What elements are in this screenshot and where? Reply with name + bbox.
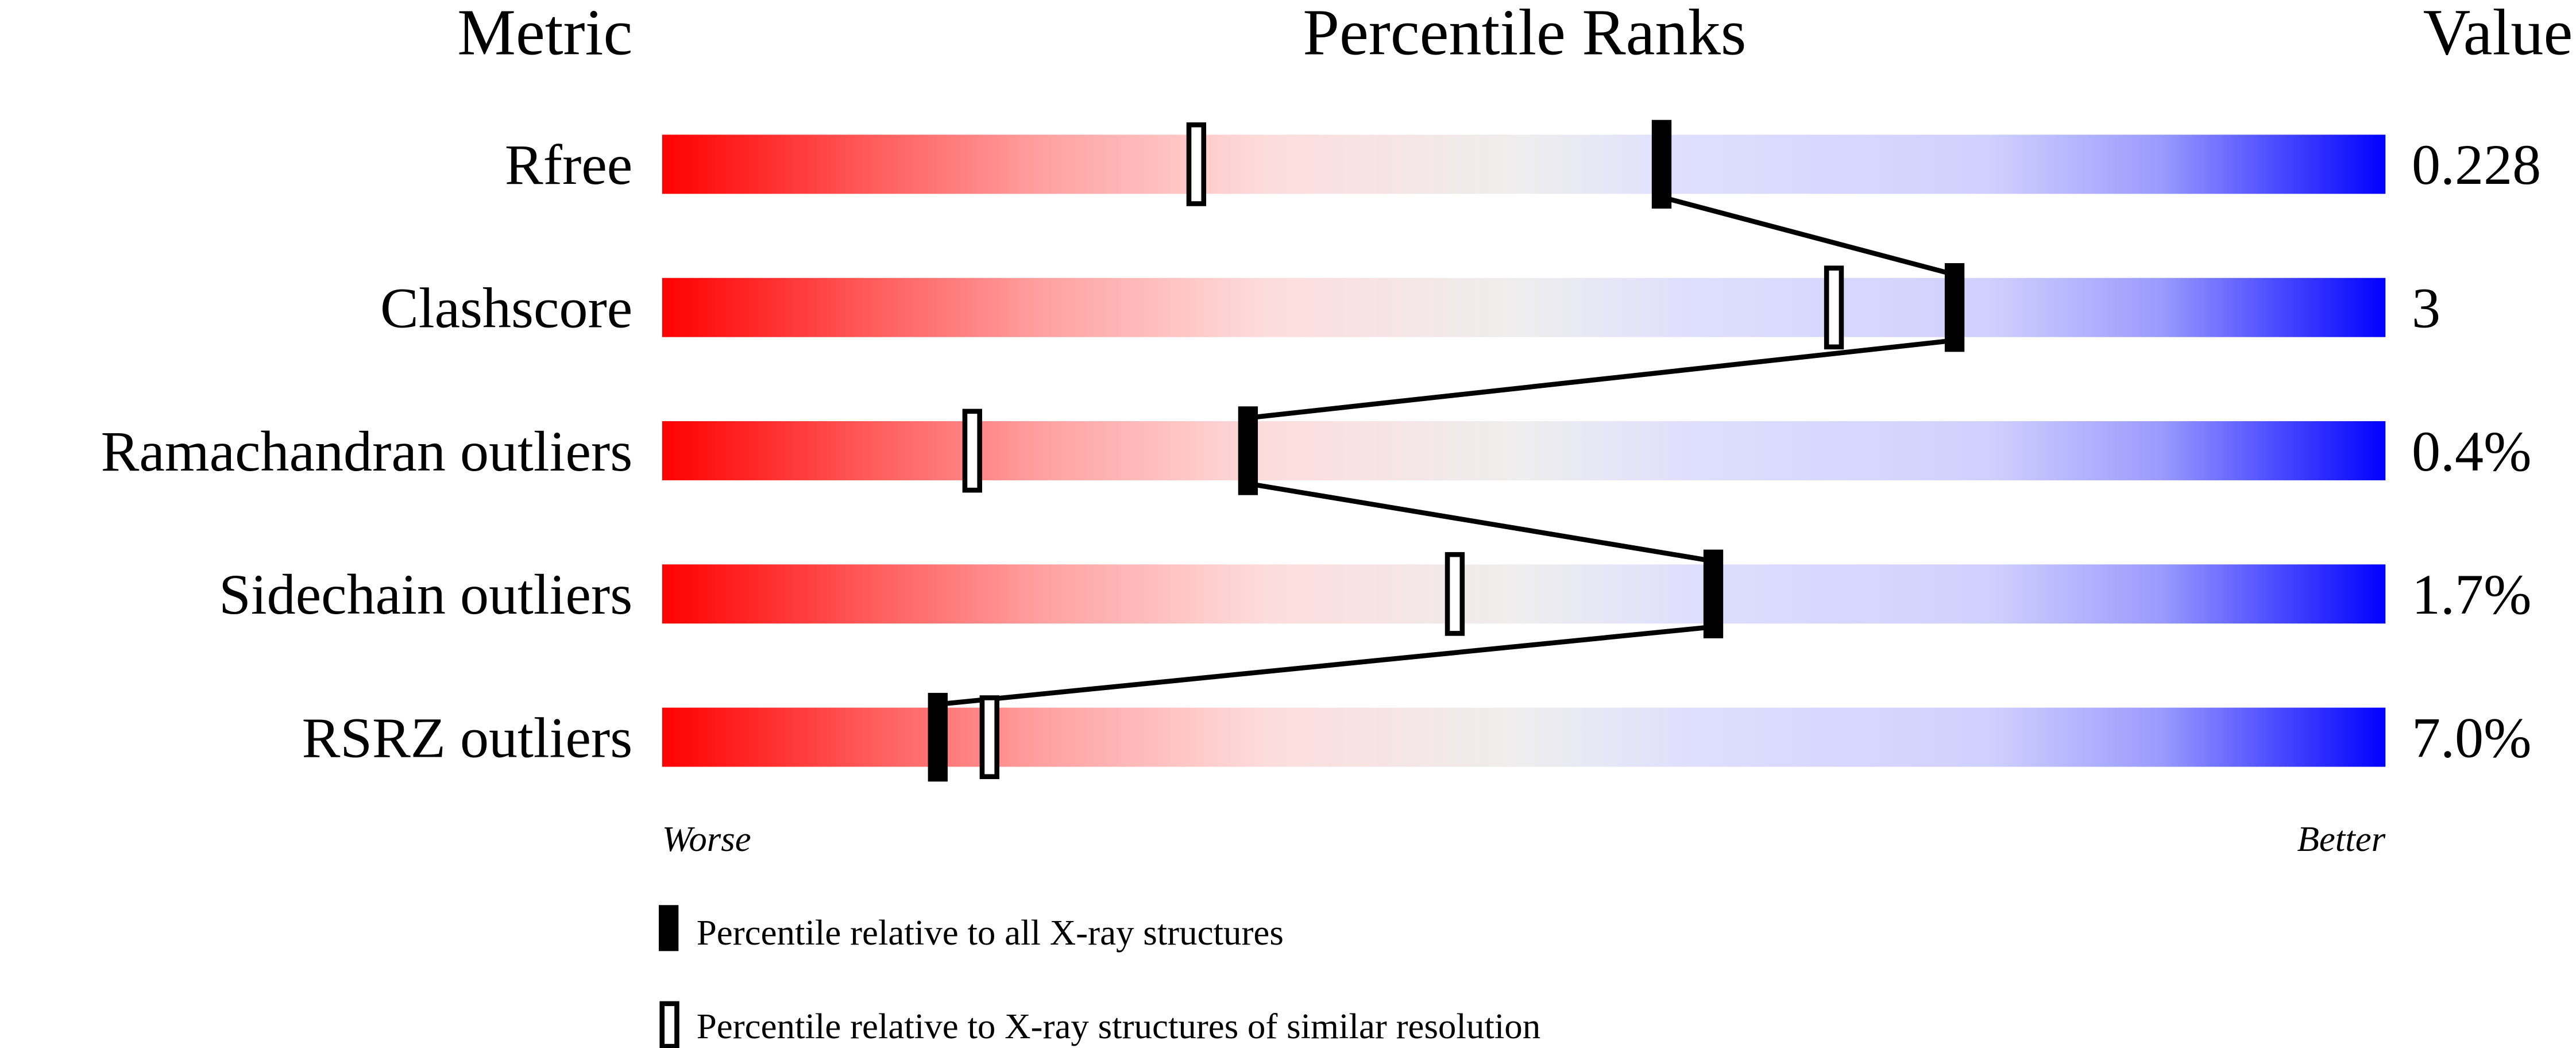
percentile-bar bbox=[662, 421, 2386, 480]
similar-resolution-marker bbox=[962, 409, 982, 493]
metric-value: 0.228 bbox=[2412, 133, 2541, 196]
metric-label: RSRZ outliers bbox=[302, 706, 633, 769]
metric-value: 1.7% bbox=[2412, 562, 2532, 626]
similar-resolution-marker bbox=[979, 695, 999, 779]
value-header: Value bbox=[2423, 0, 2573, 68]
metric-value: 7.0% bbox=[2412, 706, 2532, 769]
all-structures-marker bbox=[1238, 406, 1258, 495]
similar-resolution-marker bbox=[1186, 122, 1207, 206]
metric-header: Metric bbox=[457, 0, 632, 68]
metric-value: 3 bbox=[2412, 276, 2440, 340]
all-structures-marker bbox=[1944, 263, 1965, 352]
better-label: Better bbox=[2297, 819, 2385, 859]
all-structures-marker bbox=[1651, 120, 1672, 209]
connector-line bbox=[937, 624, 1714, 707]
similar-resolution-marker bbox=[1824, 265, 1844, 350]
legend-all-marker bbox=[658, 905, 679, 951]
percentile-bar bbox=[662, 134, 2386, 194]
legend-similar-marker bbox=[659, 1001, 679, 1048]
chart-title: Percentile Ranks bbox=[1303, 0, 1746, 68]
legend-all-label: Percentile relative to all X-ray structu… bbox=[697, 912, 1284, 953]
percentile-bar bbox=[662, 707, 2386, 767]
metric-label: Ramachandran outliers bbox=[101, 419, 633, 483]
all-structures-marker bbox=[1703, 549, 1724, 638]
percentile-bar bbox=[662, 278, 2386, 337]
worse-label: Worse bbox=[662, 819, 751, 859]
metric-label: Clashscore bbox=[380, 276, 632, 340]
all-structures-marker bbox=[928, 692, 948, 782]
metric-value: 0.4% bbox=[2412, 419, 2532, 483]
legend-similar-label: Percentile relative to X-ray structures … bbox=[697, 1006, 1540, 1046]
connector-line bbox=[1248, 481, 1714, 564]
metric-label: Sidechain outliers bbox=[219, 562, 632, 626]
connector-line bbox=[1248, 338, 1955, 421]
metric-label: Rfree bbox=[505, 133, 632, 196]
percentile-bar bbox=[662, 564, 2386, 624]
connector-line bbox=[1660, 194, 1956, 278]
similar-resolution-marker bbox=[1445, 552, 1465, 636]
